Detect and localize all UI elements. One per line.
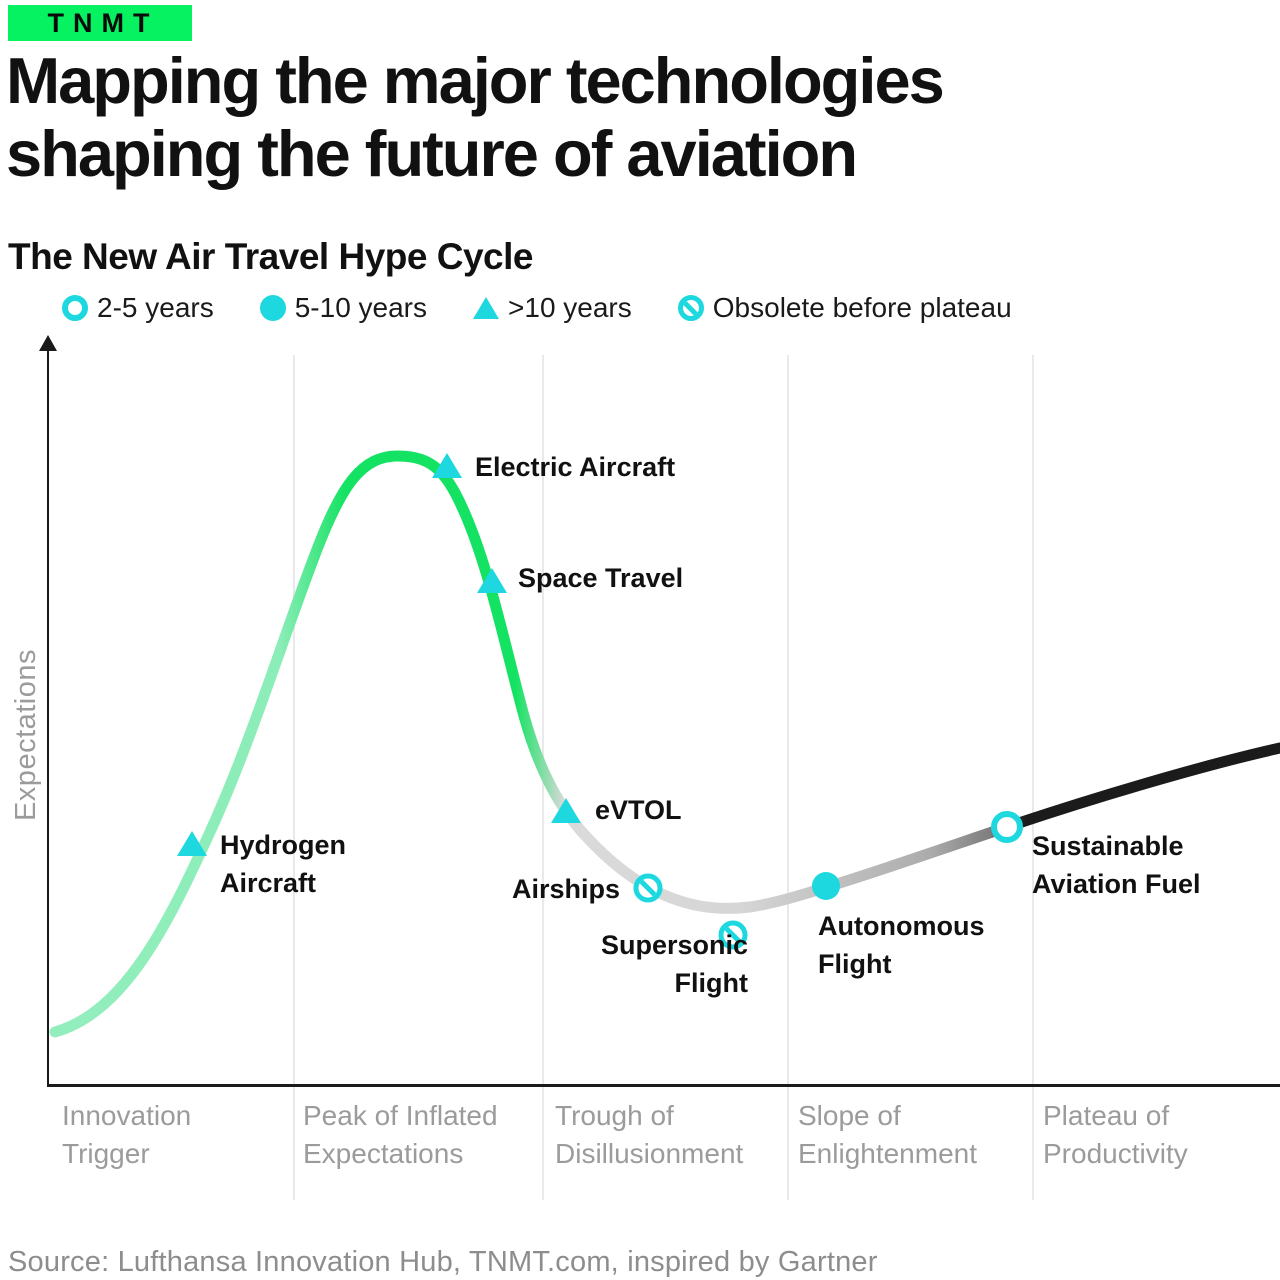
- phase-label-trough-of-disillusionment: Trough of Disillusionment: [555, 1100, 744, 1169]
- airships-label: Airships: [511, 874, 620, 904]
- space-travel-label: Space Travel: [518, 563, 684, 593]
- sustainable-aviation-fuel-marker: [991, 811, 1023, 843]
- electric-aircraft-marker: [432, 453, 462, 478]
- legend-label: Obsolete before plateau: [712, 292, 1012, 323]
- legend-item-obsolete: Obsolete before plateau: [677, 292, 1012, 324]
- y-axis-label: Expectations: [10, 648, 42, 822]
- hydrogen-aircraft-marker: [177, 831, 207, 856]
- space-travel-marker: [477, 568, 507, 593]
- chart-title: The New Air Travel Hype Cycle: [8, 236, 533, 277]
- source-credit: Source: Lufthansa Innovation Hub, TNMT.c…: [8, 1246, 878, 1278]
- triangle-icon: [473, 297, 500, 319]
- legend-label: >10 years: [508, 292, 632, 323]
- supersonic-flight-marker: [718, 920, 748, 950]
- tnmt-logo: TNMT: [8, 5, 192, 41]
- page-title: Mapping the major technologies shaping t…: [6, 44, 945, 190]
- tnmt-logo-text: TNMT: [47, 7, 159, 38]
- x-axis: [47, 1084, 1280, 1087]
- open-circle-icon: [62, 295, 88, 321]
- phase-label-innovation-trigger: Innovation Trigger: [62, 1100, 192, 1169]
- phase-labels: Innovation Trigger Peak of Inflated Expecta…: [0, 1097, 1280, 1197]
- electric-aircraft-label: Electric Aircraft: [475, 452, 676, 482]
- page-title-line2: shaping the future of aviation: [6, 117, 858, 190]
- filled-circle-icon: [259, 295, 286, 321]
- hype-cycle-path: [49, 450, 1280, 1038]
- phase-label-slope-of-enlightenment: Slope of Enlightenment: [798, 1100, 978, 1169]
- y-axis-arrow-icon: [39, 335, 57, 351]
- no-symbol-icon: [677, 295, 704, 321]
- legend-label: 2-5 years: [97, 292, 214, 323]
- phase-label-plateau-of-productivity: Plateau of Productivity: [1043, 1100, 1188, 1169]
- hydrogen-aircraft-label: Hydrogen Aircraft: [220, 830, 347, 898]
- sustainable-aviation-fuel-label: Sustainable Aviation Fuel: [1032, 831, 1201, 899]
- legend-item-5-10-years: 5-10 years: [259, 292, 428, 324]
- airships-marker: [633, 873, 663, 903]
- supersonic-flight-label: Supersonic Flight: [600, 930, 748, 998]
- gridline: [787, 355, 789, 1200]
- evtol-marker: [551, 798, 581, 823]
- legend-item-gt-10-years: >10 years: [473, 292, 632, 324]
- legend-item-2-5-years: 2-5 years: [62, 292, 214, 324]
- autonomous-flight-marker: [812, 872, 840, 900]
- evtol-label: eVTOL: [595, 795, 682, 825]
- gridline: [293, 355, 295, 1200]
- y-axis: [47, 350, 49, 1086]
- phase-label-peak-of-inflated-expectations: Peak of Inflated Expectations: [303, 1100, 498, 1169]
- page-title-line1: Mapping the major technologies: [6, 44, 945, 117]
- autonomous-flight-label: Autonomous Flight: [818, 911, 985, 979]
- legend: 2-5 years 5-10 years >10 years Obsolete …: [62, 292, 1012, 324]
- legend-label: 5-10 years: [294, 292, 428, 323]
- gridline: [1032, 355, 1034, 1200]
